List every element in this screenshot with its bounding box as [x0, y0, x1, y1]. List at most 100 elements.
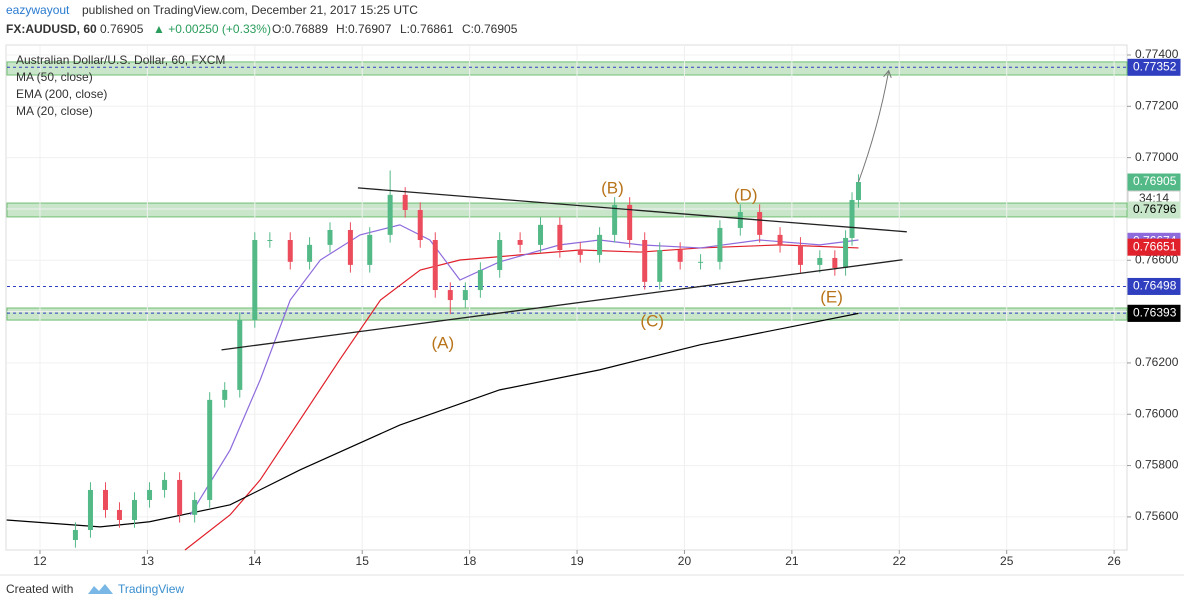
plot-frame	[5, 44, 1128, 551]
ohlc-open: O:0.76889	[272, 22, 328, 36]
candle-body	[207, 399, 213, 500]
x-tick-label: 12	[33, 554, 47, 568]
candle-body	[432, 240, 438, 291]
candle-body	[797, 244, 803, 265]
candle-body	[557, 224, 563, 251]
candle-body	[577, 250, 583, 255]
candle-body	[177, 479, 183, 515]
published: published on TradingView.com, December 2…	[82, 3, 418, 17]
candle-body	[642, 240, 648, 282]
candle-body	[387, 194, 393, 235]
candle-body	[612, 204, 618, 235]
indicator-line	[184, 244, 859, 551]
y-tick-label: 0.77200	[1135, 98, 1179, 112]
x-tick-label: 13	[141, 554, 155, 568]
tv-logo	[88, 584, 113, 594]
x-tick-label: 22	[893, 554, 907, 568]
price-tag-label: 0.76393	[1133, 306, 1177, 320]
y-tick-label: 0.75600	[1135, 509, 1179, 523]
candle-body	[477, 270, 483, 291]
candle-body	[597, 234, 603, 255]
candle-body	[677, 250, 683, 262]
candle-body	[462, 290, 468, 301]
wave-label: (D)	[734, 185, 758, 204]
footer-brand[interactable]: TradingView	[118, 582, 184, 596]
candle-body	[287, 240, 293, 262]
candle-body	[72, 529, 78, 540]
legend-entry: MA (50, close)	[16, 70, 93, 84]
price-tag-label: 0.76796	[1133, 202, 1177, 216]
candle-body	[267, 240, 273, 242]
price-tag	[1127, 201, 1181, 219]
zone	[6, 202, 1128, 218]
zone	[6, 61, 1128, 76]
price-tag-label: 0.76651	[1133, 239, 1177, 253]
candle-body	[402, 194, 408, 210]
price-tag-label: 0.77352	[1133, 59, 1177, 73]
price-tag-label: 0.76498	[1133, 279, 1177, 293]
ohlc-low: L:0.76861	[400, 22, 454, 36]
candle-body	[327, 229, 333, 245]
trendline	[221, 259, 903, 351]
candle-body	[162, 479, 168, 490]
candle-body	[102, 489, 108, 510]
zone	[6, 307, 1128, 321]
ohlc-close: C:0.76905	[462, 22, 518, 36]
y-tick-label: 0.76000	[1135, 406, 1179, 420]
price-tag	[1127, 277, 1181, 295]
candle-body	[832, 257, 838, 268]
x-tick-label: 14	[248, 554, 262, 568]
y-tick-label: 0.77400	[1135, 47, 1179, 61]
x-tick-label: 25	[1000, 554, 1014, 568]
candle-body	[347, 229, 353, 265]
y-tick-label: 0.75800	[1135, 458, 1179, 472]
x-tick-label: 26	[1107, 554, 1121, 568]
legend-entry: MA (20, close)	[16, 104, 93, 118]
candle-body	[87, 489, 93, 530]
x-tick-label: 19	[570, 554, 584, 568]
x-tick-label: 18	[463, 554, 477, 568]
projection-arrow	[857, 72, 888, 183]
legend-entry: EMA (200, close)	[16, 87, 107, 101]
ohlc-high: H:0.76907	[336, 22, 392, 36]
candle-body	[192, 499, 198, 515]
candle-body	[131, 499, 137, 520]
candle-body	[417, 209, 423, 241]
candle-body	[855, 182, 861, 200]
candle-body	[657, 250, 663, 282]
y-tick-label: 0.76200	[1135, 355, 1179, 369]
candle-body	[367, 234, 373, 265]
symbol: FX:AUDUSD, 60	[6, 22, 97, 36]
candle-body	[147, 489, 153, 500]
change: ▲ +0.00250 (+0.33%)	[153, 22, 271, 36]
candle-body	[843, 237, 849, 268]
candle-body	[757, 212, 763, 235]
wave-label: (B)	[601, 178, 624, 197]
x-tick-label: 15	[356, 554, 370, 568]
candle-body	[849, 199, 855, 238]
candle-body	[698, 261, 704, 263]
candle-body	[737, 212, 743, 228]
last-price: 0.76905	[100, 22, 144, 36]
x-tick-label: 20	[678, 554, 692, 568]
candle-body	[817, 257, 823, 265]
trendline	[357, 187, 907, 233]
candle-body	[777, 234, 783, 245]
candle-body	[116, 509, 122, 520]
author[interactable]: eazywayout	[6, 3, 70, 17]
price-tag	[1127, 238, 1181, 256]
wave-label: (C)	[640, 312, 664, 331]
price-tag	[1127, 304, 1181, 322]
candle-body	[538, 224, 544, 245]
candle-body	[222, 389, 228, 400]
candle-body	[307, 244, 313, 262]
footer-created: Created with	[6, 582, 73, 596]
indicator-line	[6, 312, 859, 528]
x-tick-label: 21	[785, 554, 799, 568]
price-tag-label: 0.76905	[1133, 174, 1177, 188]
chart-title: Australian Dollar/U.S. Dollar, 60, FXCM	[16, 53, 225, 67]
candle-body	[517, 240, 523, 245]
candle-body	[497, 240, 503, 271]
candle-body	[237, 320, 243, 390]
